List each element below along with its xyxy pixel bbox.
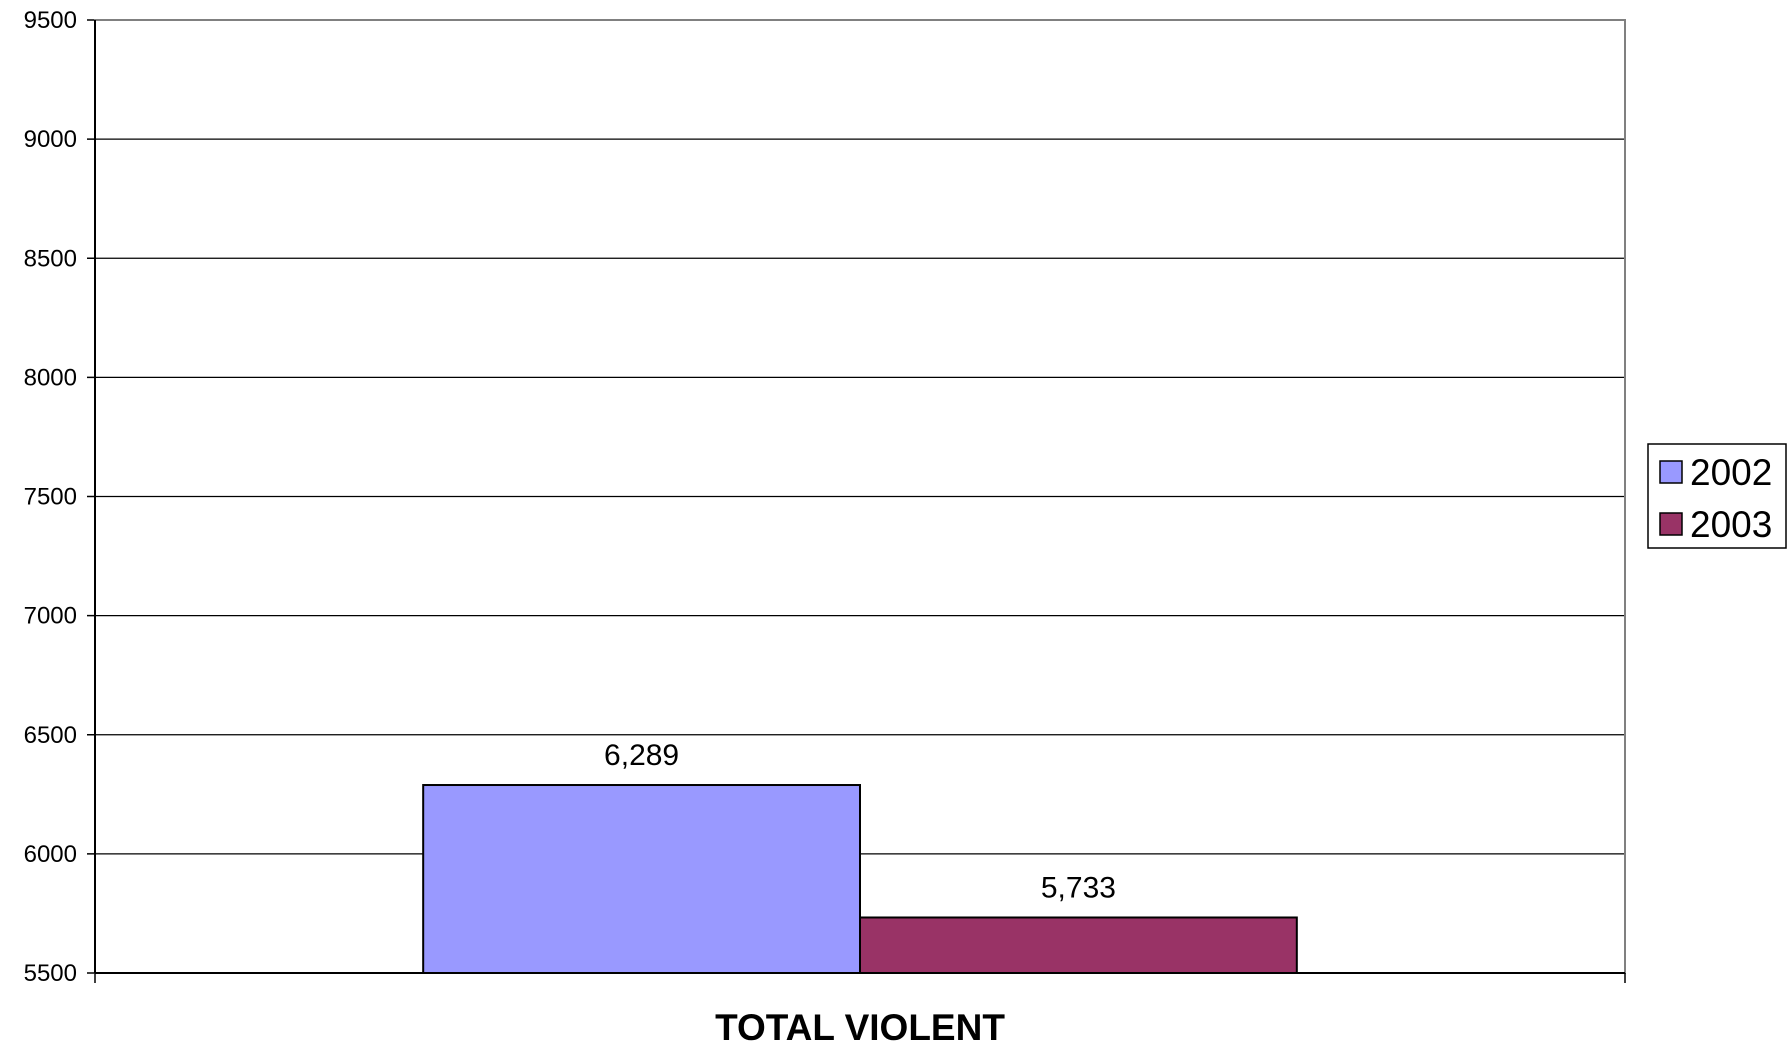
bar-2003 bbox=[859, 916, 1298, 974]
data-label-2002: 6,289 bbox=[604, 739, 679, 772]
bars bbox=[422, 784, 1298, 974]
y-tick-label: 9000 bbox=[24, 126, 77, 153]
y-tick-label: 6000 bbox=[24, 841, 77, 868]
y-tick-label: 5500 bbox=[24, 960, 77, 987]
legend-label-2002: 2002 bbox=[1690, 452, 1772, 493]
legend-swatch-2003 bbox=[1659, 512, 1683, 536]
legend: 2002 2003 bbox=[1647, 443, 1787, 549]
data-label-2003: 5,733 bbox=[1041, 871, 1116, 904]
legend-label-2003: 2003 bbox=[1690, 504, 1772, 545]
y-axis-ticks: 5500 6000 6500 7000 7500 8000 8500 9000 9500 bbox=[24, 7, 95, 987]
y-tick-label: 7500 bbox=[24, 484, 77, 511]
bar-2002 bbox=[422, 784, 861, 974]
axes bbox=[94, 20, 1626, 983]
y-tick-label: 7000 bbox=[24, 603, 77, 630]
legend-swatch-2002 bbox=[1659, 460, 1683, 484]
data-labels: 6,289 5,733 bbox=[604, 739, 1116, 904]
gridlines bbox=[95, 19, 1625, 855]
x-axis-category-label: TOTAL VIOLENT bbox=[715, 1007, 1005, 1047]
y-tick-label: 8500 bbox=[24, 245, 77, 272]
y-tick-label: 8000 bbox=[24, 364, 77, 391]
y-tick-label: 6500 bbox=[24, 722, 77, 749]
y-tick-label: 9500 bbox=[24, 7, 77, 34]
